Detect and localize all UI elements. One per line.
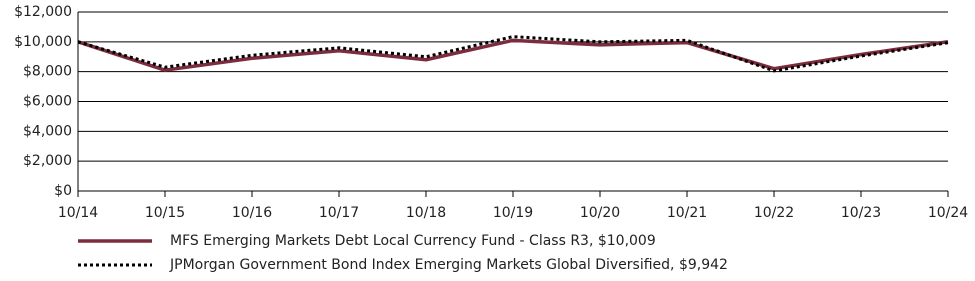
x-tick-label: 10/20 — [580, 205, 620, 221]
x-tick-label: 10/21 — [667, 205, 707, 221]
x-tick-label: 10/24 — [928, 205, 968, 221]
y-tick-label: $4,000 — [23, 123, 72, 139]
x-tick-label: 10/23 — [841, 205, 881, 221]
x-tick-label: 10/19 — [493, 205, 533, 221]
legend-label: MFS Emerging Markets Debt Local Currency… — [170, 233, 656, 249]
y-tick-label: $12,000 — [14, 4, 72, 20]
series-line — [77, 38, 949, 72]
x-tick-label: 10/17 — [319, 205, 359, 221]
series-line — [77, 35, 949, 73]
x-tick-label: 10/16 — [232, 205, 272, 221]
y-tick-label: $0 — [54, 183, 72, 199]
x-tick-label: 10/15 — [145, 205, 185, 221]
y-tick-label: $8,000 — [23, 64, 72, 80]
y-tick-label: $10,000 — [14, 34, 72, 50]
x-tick-label: 10/22 — [754, 205, 794, 221]
x-tick-label: 10/14 — [58, 205, 98, 221]
x-tick-label: 10/18 — [406, 205, 446, 221]
y-tick-label: $6,000 — [23, 94, 72, 110]
legend-label: JPMorgan Government Bond Index Emerging … — [169, 257, 728, 273]
y-tick-label: $2,000 — [23, 153, 72, 169]
